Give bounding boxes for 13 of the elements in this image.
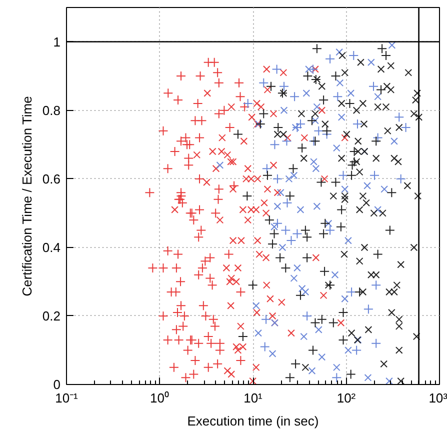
x-tick-label: 10³ <box>428 390 447 406</box>
y-axis-title: Certification Time / Execution Time <box>19 96 34 296</box>
y-tick-label: 1 <box>53 34 61 50</box>
y-tick-label: 0.8 <box>42 102 61 118</box>
x-tick-label: 10⁻¹ <box>55 390 79 406</box>
x-axis-title: Execution time (in sec) <box>187 414 319 428</box>
y-tick-label: 0 <box>53 377 61 392</box>
y-tick-label: 0.2 <box>42 308 61 324</box>
y-tick-label: 0.6 <box>42 171 61 186</box>
x-tick-label: 10¹ <box>244 390 264 406</box>
x-tick-label: 10² <box>336 390 356 406</box>
y-tick-label: 0.4 <box>42 240 61 255</box>
x-tick-label: 10⁰ <box>150 390 170 406</box>
